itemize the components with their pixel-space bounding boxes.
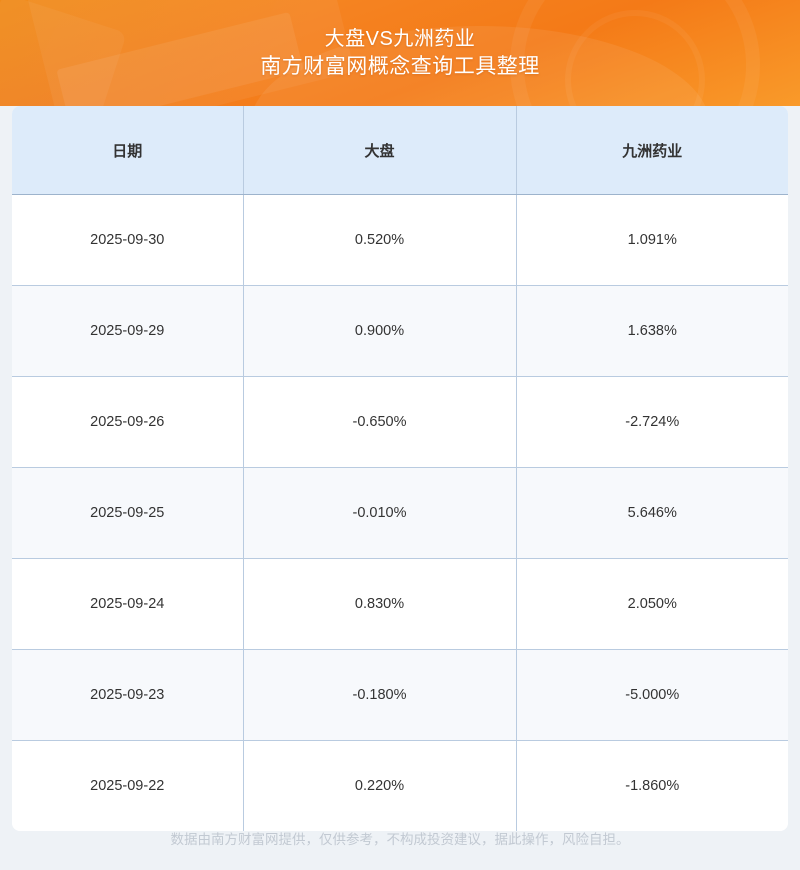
page-title: 大盘VS九洲药业 — [324, 28, 476, 50]
cell-date: 2025-09-23 — [12, 649, 244, 741]
cell-date: 2025-09-29 — [12, 285, 244, 377]
cell-date: 2025-09-25 — [12, 467, 244, 559]
banner-shadow-overlay — [0, 0, 420, 106]
column-header-stock[interactable]: 九洲药业 — [516, 106, 788, 195]
cell-stock: 1.091% — [516, 194, 788, 286]
cell-stock: -1.860% — [625, 778, 680, 794]
table-row: 2025-09-30 0.520% 1.091% — [12, 194, 788, 286]
cell-stock: -5.000% — [516, 649, 788, 741]
table-row: 2025-09-29 0.900% 1.638% — [12, 285, 788, 377]
table-row: 2025-09-23 -0.180% -5.000% — [12, 649, 788, 741]
cell-index: 0.220% — [243, 740, 517, 831]
page-subtitle: 南方财富网概念查询工具整理 — [260, 55, 540, 78]
cell-date: 2025-09-22 — [12, 740, 244, 831]
table-row: 2025-09-26 -0.650% -2.724% — [12, 376, 788, 468]
table-body: 2025-09-30 0.520% 1.091% 2025-09-29 0.90… — [12, 194, 788, 831]
column-header-index[interactable]: 大盘 — [243, 106, 517, 195]
cell-stock: 2.050% — [516, 558, 788, 650]
comparison-table-card: 日期 大盘 九洲药业 2025-09-30 0.520% 1.091% 2025… — [12, 106, 788, 831]
table-row: 2025-09-24 0.830% 2.050% — [12, 558, 788, 650]
cell-stock: 1.638% — [516, 285, 788, 377]
cell-date: 2025-09-24 — [12, 558, 244, 650]
cell-stock: 5.646% — [516, 467, 788, 559]
cell-index: 0.520% — [243, 194, 517, 286]
table-row: 2025-09-25 -0.010% 5.646% — [12, 467, 788, 559]
cell-index: -0.010% — [243, 467, 517, 559]
cell-index: 0.830% — [243, 558, 517, 650]
banner-title-block: 大盘VS九洲药业 南方财富网概念查询工具整理 — [0, 0, 800, 106]
table-header: 日期 大盘 九洲药业 — [12, 106, 788, 195]
comparison-table: 日期 大盘 九洲药业 2025-09-30 0.520% 1.091% 2025… — [12, 106, 788, 831]
table-header-row: 日期 大盘 九洲药业 — [12, 106, 788, 195]
page-banner: 大盘VS九洲药业 南方财富网概念查询工具整理 — [0, 0, 800, 106]
banner-texture — [0, 0, 800, 106]
cell-date: 2025-09-30 — [12, 194, 244, 286]
disclaimer-text: 数据由南方财富网提供，仅供参考，不构成投资建议，据此操作，风险自担。 — [170, 832, 630, 847]
table-row: 2025-09-22 0.220% -1.860% — [12, 740, 788, 831]
cell-index: 0.900% — [243, 285, 517, 377]
cell-index: -0.180% — [243, 649, 517, 741]
cell-stock: -2.724% — [516, 376, 788, 468]
column-header-date[interactable]: 日期 — [12, 106, 244, 195]
cell-date: 2025-09-26 — [12, 376, 244, 468]
cell-index: -0.650% — [243, 376, 517, 468]
